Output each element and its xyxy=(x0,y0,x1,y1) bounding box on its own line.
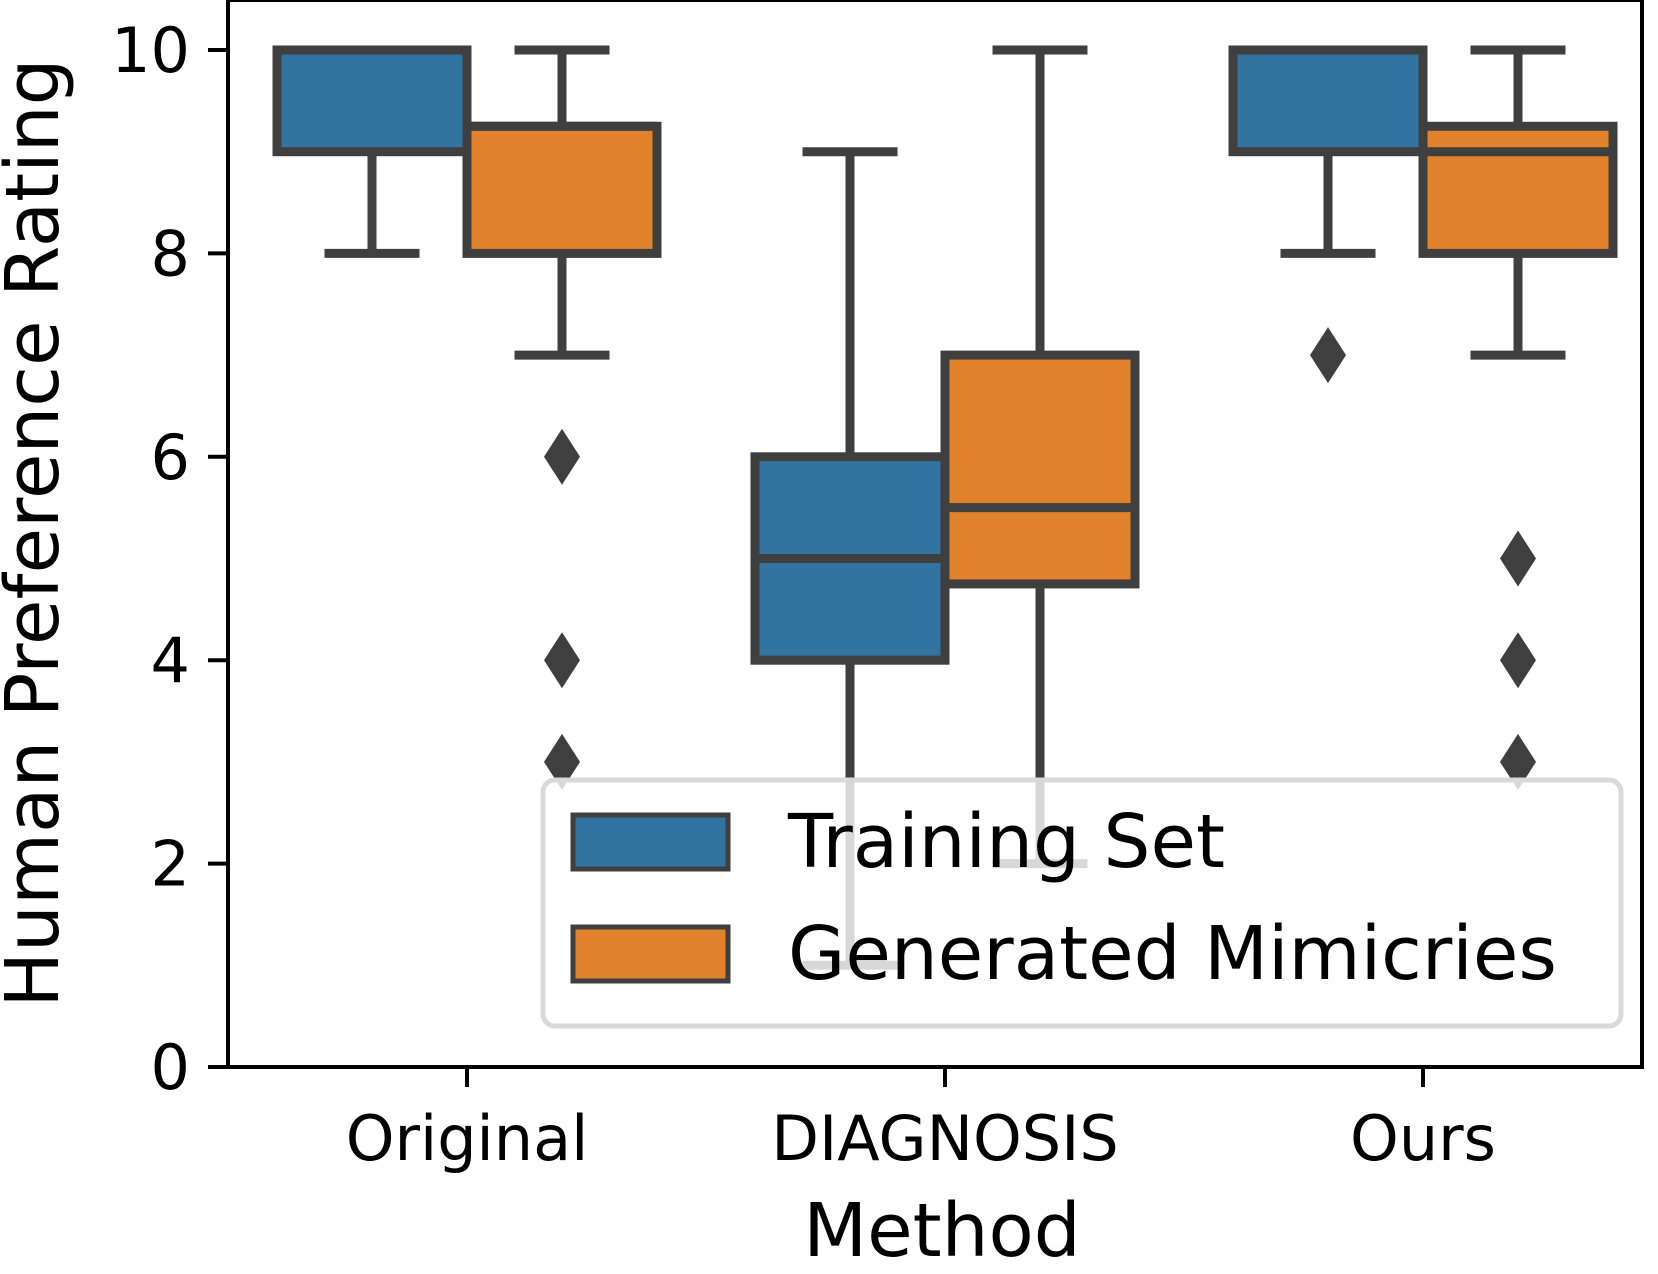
outlier-marker xyxy=(1500,530,1536,587)
outlier-marker xyxy=(1500,632,1536,689)
y-axis-label: Human Preference Rating xyxy=(0,58,76,1007)
y-tick-label: 10 xyxy=(111,14,190,87)
box-body xyxy=(940,350,1140,589)
legend: Training Set Generated Mimicries xyxy=(540,777,1624,1029)
y-tick-label: 2 xyxy=(151,828,190,901)
box-training-set-diagnosis xyxy=(750,147,950,970)
outlier-marker xyxy=(544,733,580,790)
outlier-marker xyxy=(544,632,580,689)
y-tick-label: 0 xyxy=(151,1031,190,1104)
box-training-set-ours xyxy=(1228,45,1428,384)
box-body xyxy=(462,121,662,258)
box-generated-mimicries-original xyxy=(462,45,662,790)
legend-swatch-training-set xyxy=(570,812,731,872)
axes xyxy=(226,0,1644,1069)
axes-frame xyxy=(226,0,1644,1069)
x-axis-label: Method xyxy=(803,1188,1081,1274)
box-training-set-original xyxy=(272,45,472,258)
box-body xyxy=(272,45,472,157)
legend-frame xyxy=(540,777,1624,1029)
box-generated-mimicries-ours xyxy=(1418,45,1618,790)
ticks: 0 2 4 6 8 10 Original DIAGNOSIS Ours xyxy=(111,14,1496,1175)
y-tick-label: 4 xyxy=(151,624,190,697)
legend-swatch-generated-mimicries xyxy=(570,924,731,984)
x-tick-label: Ours xyxy=(1350,1102,1496,1175)
legend-label-training-set: Training Set xyxy=(787,799,1225,885)
x-tick-label: Original xyxy=(346,1102,589,1175)
box-body xyxy=(1418,121,1618,258)
box-generated-mimicries-diagnosis xyxy=(940,45,1140,869)
legend-label-generated-mimicries: Generated Mimicries xyxy=(788,911,1557,997)
plot-area xyxy=(272,45,1618,970)
outlier-marker xyxy=(1500,733,1536,790)
x-tick-label: DIAGNOSIS xyxy=(771,1102,1119,1175)
outlier-marker xyxy=(544,428,580,485)
outlier-marker xyxy=(1310,327,1346,384)
box-body xyxy=(1228,45,1428,157)
y-tick-label: 6 xyxy=(151,421,190,494)
y-tick-label: 8 xyxy=(151,217,190,290)
